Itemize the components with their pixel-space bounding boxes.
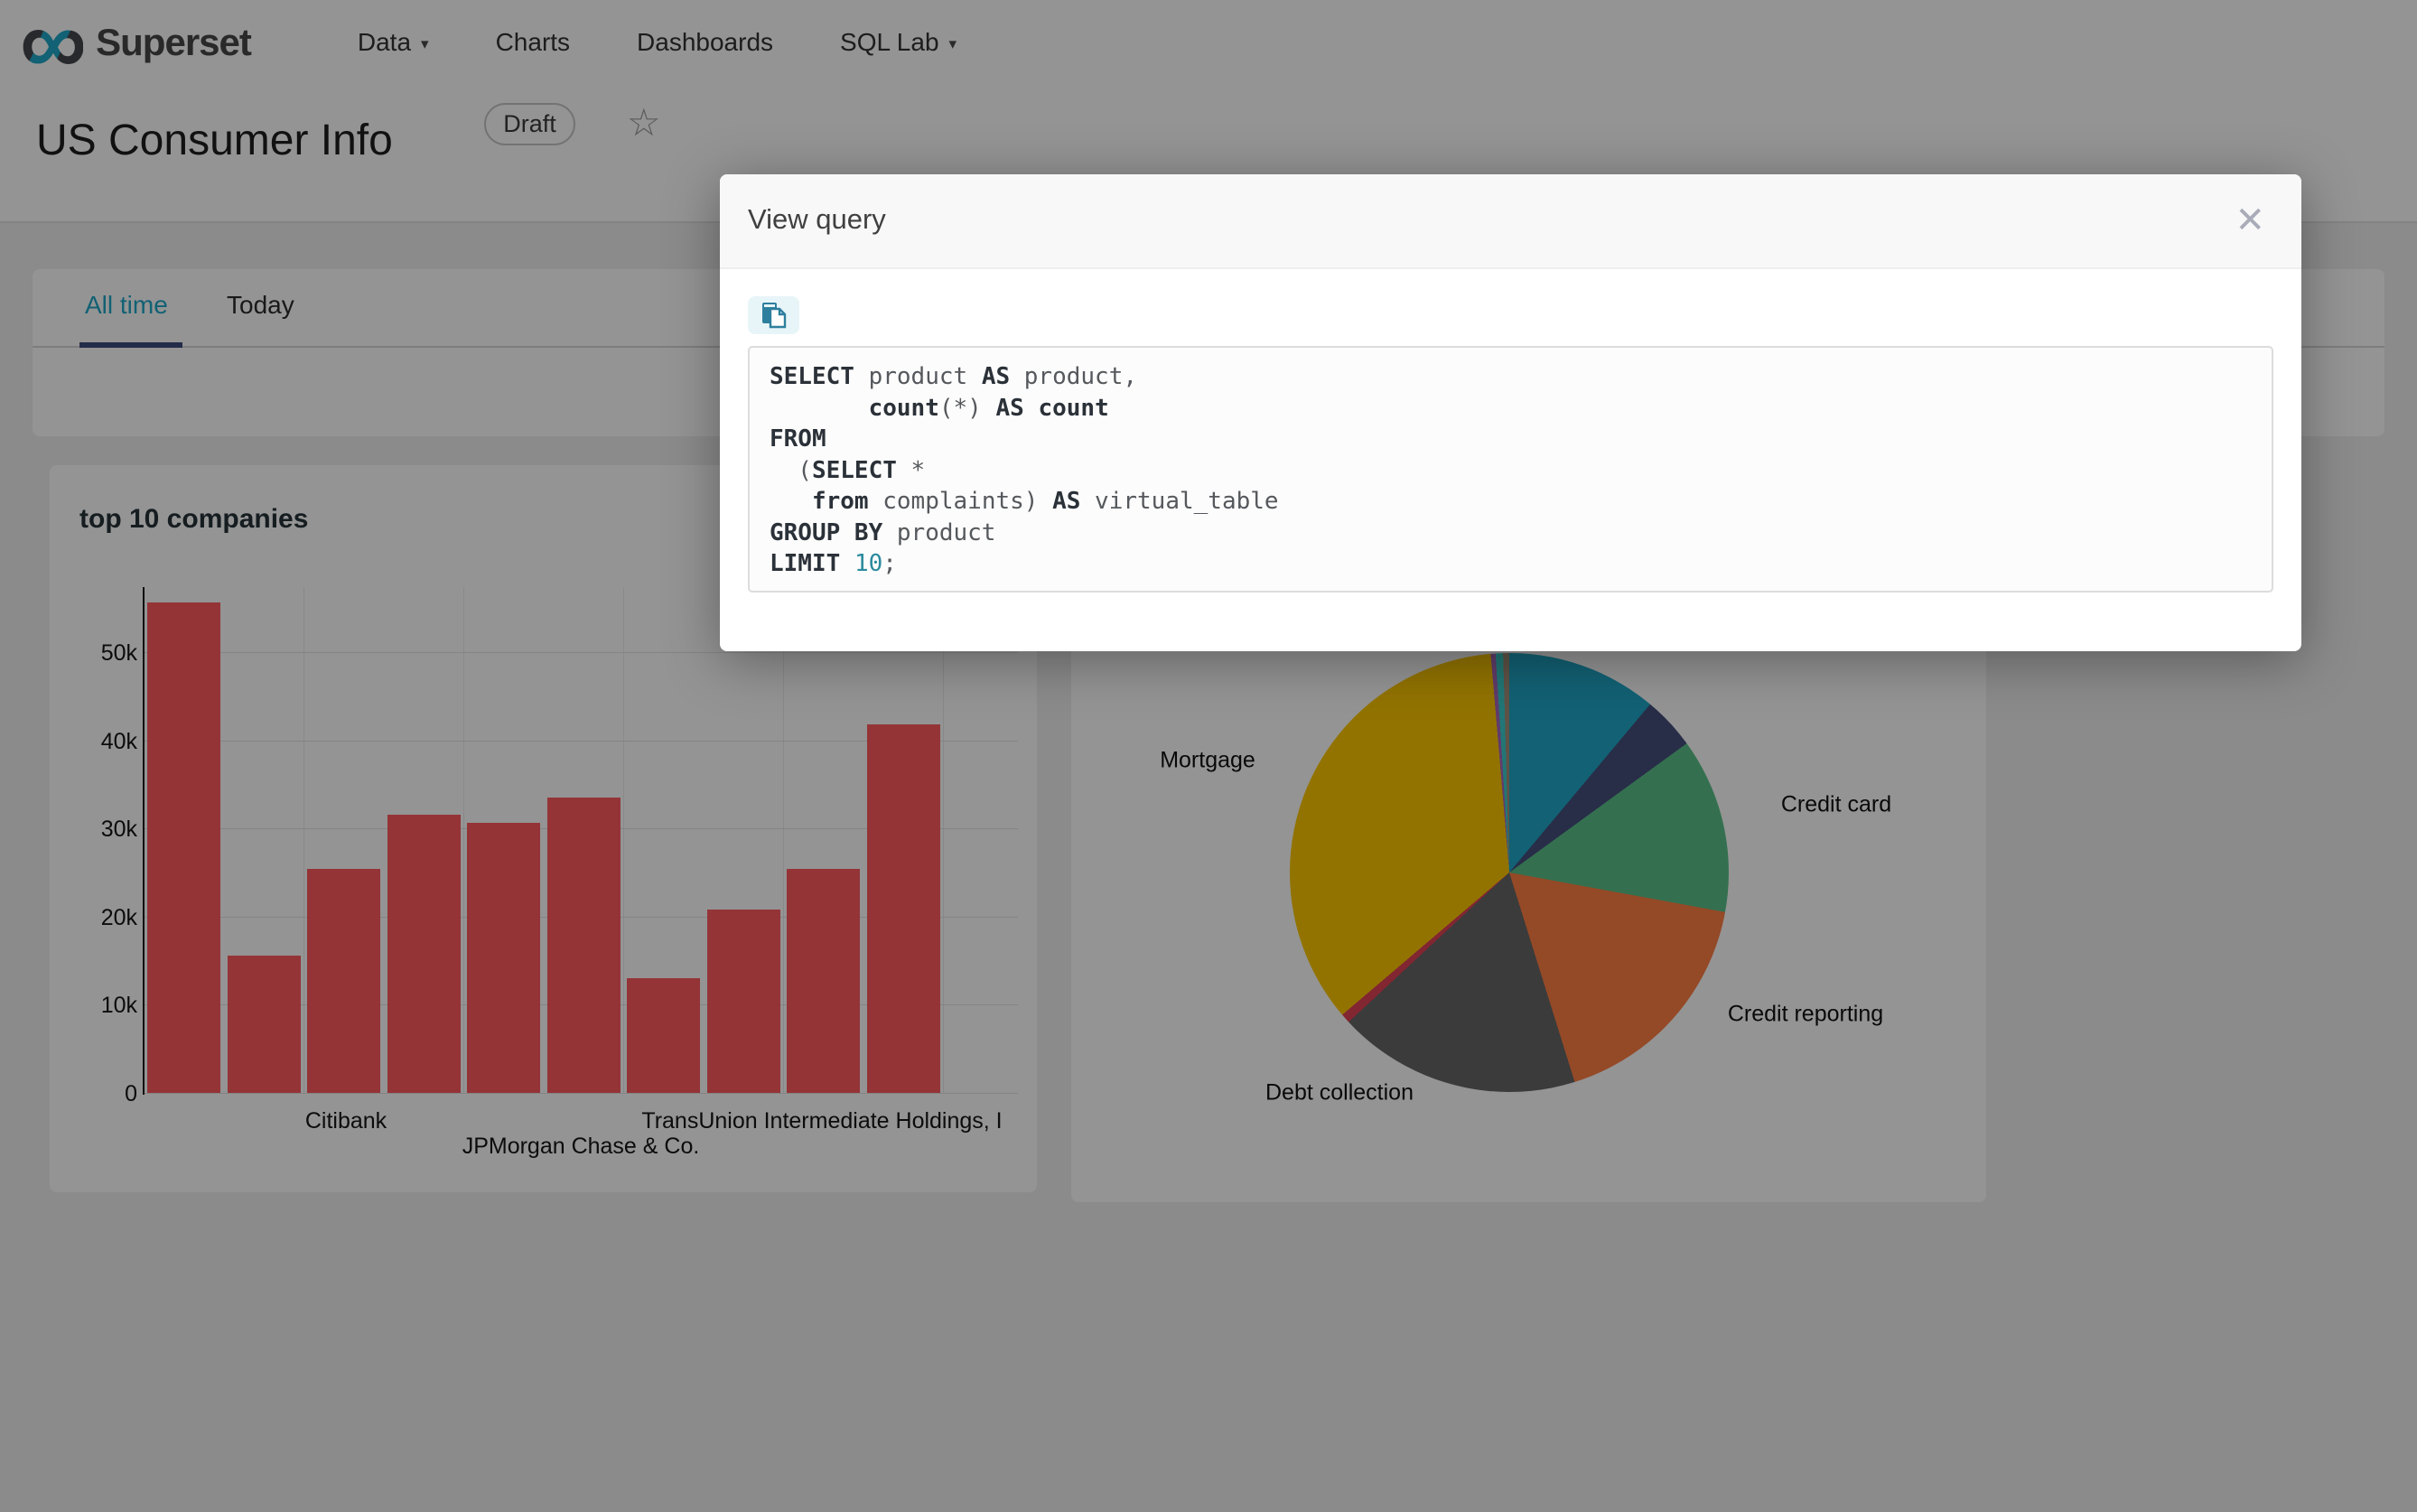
active-tab-underline — [79, 342, 182, 348]
nav-menu: Data ▾ Charts Dashboards SQL Lab ▾ — [358, 28, 957, 57]
x-tick-label: Citibank — [304, 1108, 387, 1134]
pie-label-credit-reporting: Credit reporting — [1727, 1001, 1884, 1027]
y-tick-label: 0 — [125, 1081, 137, 1106]
bar-chart-title: top 10 companies — [79, 504, 309, 534]
bar-2[interactable] — [307, 869, 380, 1093]
x-tick-label: JPMorgan Chase & Co. — [462, 1134, 700, 1159]
tab-all-time[interactable]: All time — [85, 291, 168, 319]
pie-label-credit-card: Credit card — [1780, 791, 1892, 817]
favorite-star-icon[interactable]: ☆ — [627, 101, 661, 144]
y-gridline — [144, 741, 1018, 742]
tab-today[interactable]: Today — [227, 291, 294, 319]
x-gridline — [783, 587, 784, 1093]
sql-query-code[interactable]: SELECT product AS product, count(*) AS c… — [748, 346, 2273, 593]
caret-down-icon: ▾ — [948, 35, 957, 52]
bar-9[interactable] — [866, 724, 940, 1093]
x-gridline — [623, 587, 624, 1093]
nav-item-dashboards[interactable]: Dashboards — [637, 28, 773, 57]
bar-chart-plot[interactable]: 0 10k 20k 30k 40k 50k Citibank JPMorgan … — [50, 465, 1037, 1192]
pie-label-mortgage: Mortgage — [1160, 747, 1255, 773]
caret-down-icon: ▾ — [421, 35, 429, 52]
infinity-logo-icon: ∞ — [20, 0, 87, 95]
pie-chart[interactable] — [1290, 653, 1729, 1092]
bar-7[interactable] — [706, 910, 780, 1093]
y-tick-label: 40k — [100, 729, 137, 754]
bar-4[interactable] — [467, 822, 540, 1093]
bar-1[interactable] — [227, 955, 301, 1093]
pie-label-debt-collection: Debt collection — [1265, 1079, 1414, 1106]
y-gridline — [144, 1093, 1018, 1094]
y-tick-label: 30k — [100, 817, 137, 842]
y-axis-line — [143, 587, 145, 1095]
nav-item-data-label: Data — [357, 28, 412, 56]
view-query-modal: View query ✕ SELECT product AS product, … — [720, 174, 2301, 651]
x-gridline — [303, 587, 304, 1093]
bar-8[interactable] — [787, 869, 860, 1093]
y-tick-label: 20k — [100, 905, 137, 930]
draft-status-badge: Draft — [484, 103, 575, 145]
nav-item-data[interactable]: Data ▾ — [358, 28, 429, 57]
modal-title: View query — [748, 203, 886, 235]
nav-item-charts-label: Charts — [495, 28, 571, 56]
x-gridline — [943, 587, 944, 1093]
nav-item-sqllab-label: SQL Lab — [840, 28, 939, 56]
bar-6[interactable] — [627, 978, 700, 1093]
top-navbar: ∞ Superset Data ▾ Charts Dashboards SQL … — [0, 0, 2417, 95]
y-tick-label: 10k — [100, 993, 137, 1018]
y-tick-label: 50k — [100, 640, 137, 666]
page-title: US Consumer Info — [36, 117, 393, 164]
copy-icon — [761, 303, 786, 329]
y-gridline — [144, 652, 1018, 653]
x-tick-label: TransUnion Intermediate Holdings, I — [641, 1108, 1003, 1134]
nav-item-sqllab[interactable]: SQL Lab ▾ — [840, 28, 957, 57]
superset-wordmark: Superset — [96, 21, 252, 63]
bar-3[interactable] — [387, 814, 461, 1093]
nav-item-dashboards-label: Dashboards — [637, 28, 774, 56]
nav-item-charts[interactable]: Charts — [496, 28, 570, 57]
modal-header: View query ✕ — [720, 174, 2301, 269]
x-gridline — [463, 587, 464, 1093]
copy-query-button[interactable] — [748, 296, 799, 334]
close-icon[interactable]: ✕ — [2235, 201, 2265, 240]
bar-5[interactable] — [546, 798, 621, 1093]
bar-0[interactable] — [147, 602, 220, 1093]
superset-logo[interactable]: ∞ Superset — [20, 0, 252, 95]
bar-chart-card: top 10 companies 0 10k 20k 30k 40k 50k C… — [50, 465, 1037, 1192]
modal-body: SELECT product AS product, count(*) AS c… — [720, 269, 2301, 593]
